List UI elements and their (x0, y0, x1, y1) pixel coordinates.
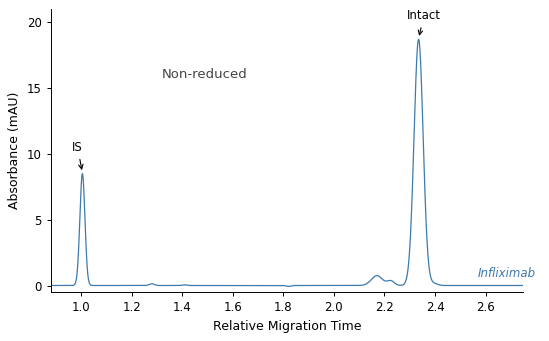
X-axis label: Relative Migration Time: Relative Migration Time (213, 320, 361, 333)
Y-axis label: Absorbance (mAU): Absorbance (mAU) (8, 92, 21, 209)
Text: Infliximab: Infliximab (478, 267, 536, 280)
Text: IS: IS (72, 141, 83, 169)
Text: Intact: Intact (407, 9, 441, 35)
Text: Non-reduced: Non-reduced (162, 69, 248, 81)
